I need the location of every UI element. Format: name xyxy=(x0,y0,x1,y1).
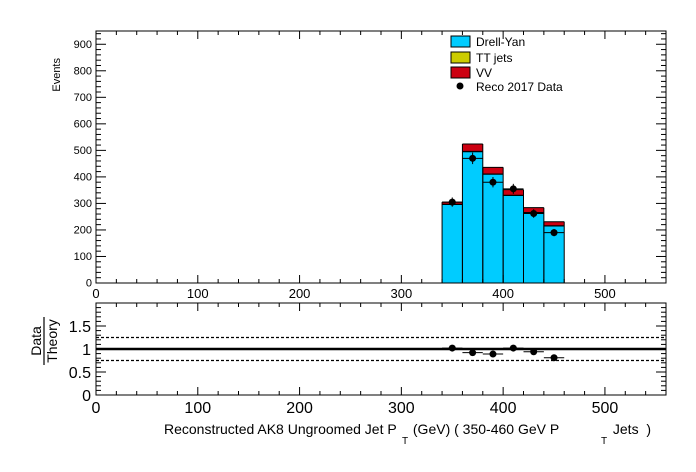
bar-drell-yan-5 xyxy=(543,225,565,283)
bar-vv-1 xyxy=(462,144,483,152)
ratio-panel: 0 100 200 300 400 500 0 0.5 1 1.5 Data Theory Rec… xyxy=(28,302,667,447)
ratio-point-2 xyxy=(489,350,497,358)
data-point-4 xyxy=(530,210,538,218)
ratio-axis-ticks: 0 100 200 300 400 500 0 0.5 1 1.5 xyxy=(69,303,666,417)
data-point-1 xyxy=(469,154,477,162)
ratio-x-tick-label-3: 300 xyxy=(388,400,415,417)
y-tick-label-9: 900 xyxy=(74,39,92,51)
ratio-x-tick-label-1: 100 xyxy=(184,400,211,417)
y-tick-label-7: 700 xyxy=(74,92,92,104)
main-frame xyxy=(95,30,667,284)
ratio-points xyxy=(442,344,565,362)
y-tick-label-8: 800 xyxy=(74,65,92,77)
legend-label-drell-yan: Drell-Yan xyxy=(476,35,525,49)
bar-drell-yan-4 xyxy=(523,212,544,283)
bar-vv-2 xyxy=(482,167,504,174)
x-tick-label-2: 200 xyxy=(289,286,311,301)
ratio-point-1 xyxy=(469,349,477,357)
legend-label-data: Reco 2017 Data xyxy=(476,80,563,94)
ratio-y-label-denominator: Theory xyxy=(44,319,60,363)
legend-label-tt-jets: TT jets xyxy=(476,51,512,65)
x-tick-label-3: 300 xyxy=(391,286,413,301)
ratio-x-tick-label-5: 500 xyxy=(592,400,619,417)
bar-drell-yan-2 xyxy=(482,174,504,283)
x-axis-title-end: Jets ) xyxy=(609,421,651,437)
bar-drell-yan-3 xyxy=(503,195,524,283)
y-tick-label-1: 100 xyxy=(74,251,92,263)
data-point-0 xyxy=(448,198,456,206)
legend-swatch-tt-jets xyxy=(450,51,471,64)
x-tick-label-0: 0 xyxy=(92,286,99,301)
bar-drell-yan-1 xyxy=(462,151,483,283)
y-tick-label-5: 500 xyxy=(74,145,92,157)
ratio-x-tick-label-2: 200 xyxy=(286,400,313,417)
x-tick-label-5: 500 xyxy=(594,286,616,301)
ratio-x-tick-label-0: 0 xyxy=(92,400,101,417)
data-point-5 xyxy=(550,229,558,237)
histogram-bars xyxy=(441,143,565,283)
y-tick-label-2: 200 xyxy=(74,224,92,236)
ratio-y-tick-label-1: 0.5 xyxy=(69,365,91,382)
legend-swatch-vv xyxy=(450,66,471,79)
legend-swatch-drell-yan xyxy=(450,35,471,48)
ratio-y-tick-label-0: 0 xyxy=(82,388,91,405)
bar-vv-5 xyxy=(543,221,565,226)
main-panel: 0 100 200 300 400 500 0 100 200 300 400 500 600 700 80… xyxy=(51,30,667,301)
ratio-reference-lines xyxy=(96,336,666,362)
ratio-point-3 xyxy=(509,344,517,352)
ratio-point-5 xyxy=(550,354,558,362)
main-axis-ticks: 0 100 200 300 400 500 0 100 200 300 400 500 600 700 80… xyxy=(74,31,666,301)
data-point-2 xyxy=(489,178,497,186)
ratio-y-label-numerator: Data xyxy=(28,326,44,356)
data-point-3 xyxy=(509,185,517,193)
ratio-y-tick-label-3: 1.5 xyxy=(69,319,91,336)
ratio-y-label: Data Theory xyxy=(28,317,60,365)
y-tick-label-6: 600 xyxy=(74,118,92,130)
y-tick-label-0: 0 xyxy=(86,278,92,290)
data-points xyxy=(442,152,565,237)
x-tick-label-1: 100 xyxy=(187,286,209,301)
x-axis-title-main: Reconstructed AK8 Ungroomed Jet P xyxy=(164,421,397,437)
ratio-y-tick-label-2: 1 xyxy=(82,342,91,359)
ratio-point-0 xyxy=(448,344,456,352)
x-axis-title-sub2: T xyxy=(601,436,607,447)
legend-marker-data xyxy=(456,82,464,90)
x-axis-title-sub1: T xyxy=(402,436,408,447)
bar-drell-yan-0 xyxy=(442,204,463,283)
y-tick-label-4: 400 xyxy=(74,171,92,183)
x-axis-title: Reconstructed AK8 Ungroomed Jet P T (GeV… xyxy=(164,421,651,447)
y-tick-label-3: 300 xyxy=(74,198,92,210)
ratio-x-tick-label-4: 400 xyxy=(490,400,517,417)
x-tick-label-4: 400 xyxy=(492,286,514,301)
x-axis-title-mid: (GeV) ( 350-460 GeV P xyxy=(409,421,559,437)
legend: Drell-Yan TT jets VV Reco 2017 Data xyxy=(450,35,563,94)
y-axis-label: Events xyxy=(51,58,63,92)
ratio-point-4 xyxy=(530,348,538,356)
legend-label-vv: VV xyxy=(476,66,492,80)
